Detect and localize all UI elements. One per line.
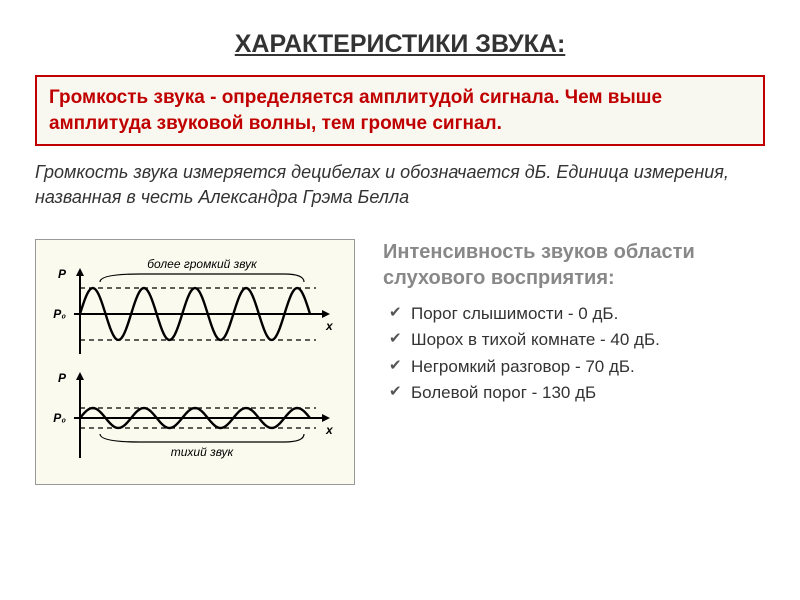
wave-chart-panel: P P₀ x более громкий звук P P₀ x тихий звук bbox=[35, 239, 355, 485]
intensity-item: Болевой порог - 130 дБ bbox=[389, 380, 765, 406]
intensity-column: Интенсивность звуков области слухового в… bbox=[383, 239, 765, 406]
wave-diagram: P P₀ x более громкий звук P P₀ x тихий звук bbox=[42, 248, 348, 476]
content-row: P P₀ x более громкий звук P P₀ x тихий звук Инт… bbox=[35, 239, 765, 485]
svg-text:x: x bbox=[325, 319, 334, 333]
intensity-list: Порог слышимости - 0 дБ.Шорох в тихой ко… bbox=[383, 301, 765, 406]
definition-box: Громкость звука - определяется амплитудо… bbox=[35, 75, 765, 146]
measurement-paragraph: Громкость звука измеряется децибелах и о… bbox=[35, 160, 765, 209]
svg-text:P: P bbox=[58, 267, 67, 281]
svg-text:более громкий звук: более громкий звук bbox=[147, 257, 258, 271]
definition-text: Громкость звука - определяется амплитудо… bbox=[49, 85, 751, 136]
page-title: ХАРАКТЕРИСТИКИ ЗВУКА: bbox=[35, 30, 765, 59]
intensity-item: Негромкий разговор - 70 дБ. bbox=[389, 354, 765, 380]
svg-text:тихий звук: тихий звук bbox=[171, 445, 235, 459]
svg-text:P₀: P₀ bbox=[53, 307, 66, 321]
intensity-heading: Интенсивность звуков области слухового в… bbox=[383, 239, 765, 291]
svg-text:P: P bbox=[58, 371, 67, 385]
svg-text:x: x bbox=[325, 423, 334, 437]
intensity-item: Порог слышимости - 0 дБ. bbox=[389, 301, 765, 327]
intensity-item: Шорох в тихой комнате - 40 дБ. bbox=[389, 327, 765, 353]
svg-text:P₀: P₀ bbox=[53, 411, 66, 425]
